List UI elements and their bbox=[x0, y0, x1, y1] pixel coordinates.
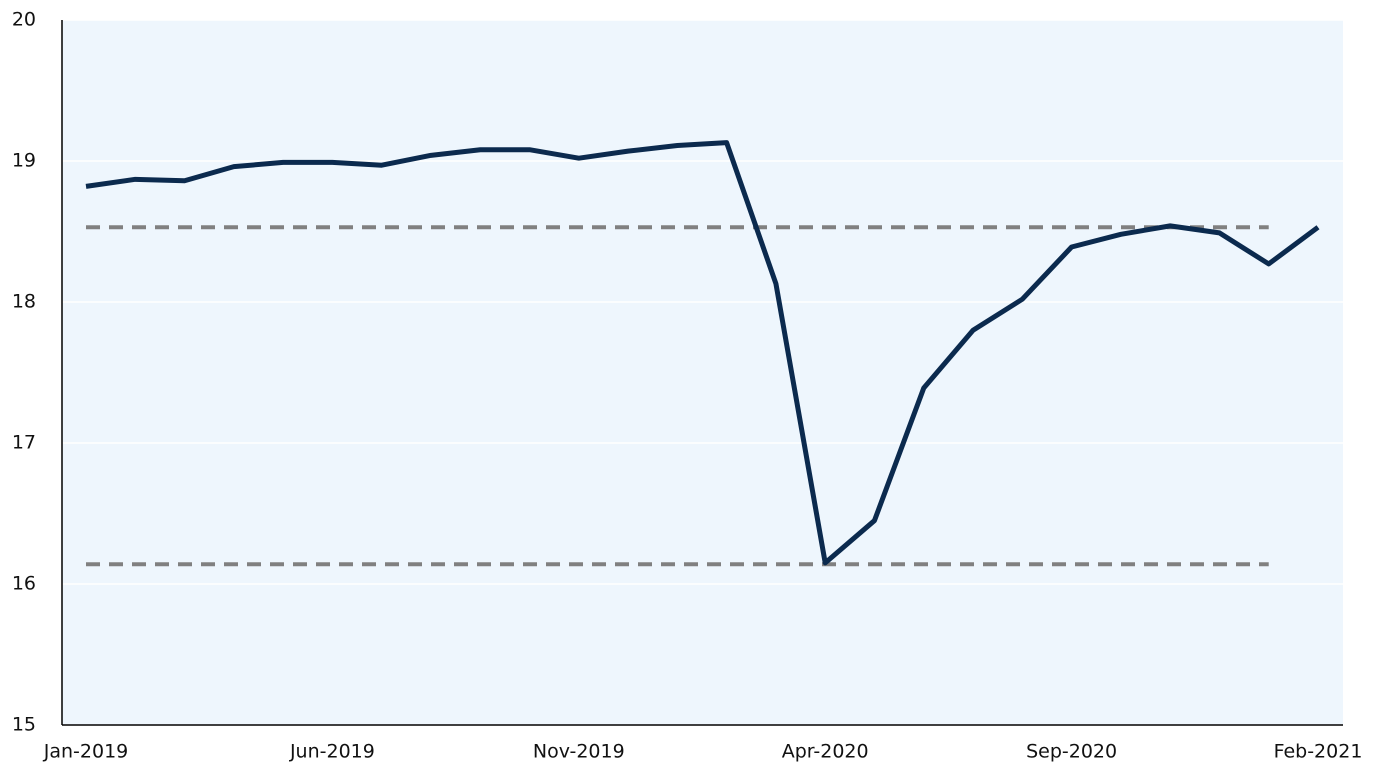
y-tick-label: 15 bbox=[12, 714, 36, 736]
x-tick-label: Jun-2019 bbox=[289, 741, 375, 763]
y-tick-label: 20 bbox=[12, 9, 36, 31]
y-tick-label: 16 bbox=[12, 573, 36, 595]
x-tick-label: Nov-2019 bbox=[533, 741, 625, 763]
data-line bbox=[85, 140, 1320, 566]
x-tick-label: Sep-2020 bbox=[1026, 741, 1117, 763]
y-tick-label: 17 bbox=[12, 432, 36, 454]
x-tick-label: Feb-2021 bbox=[1274, 741, 1363, 763]
y-tick-label: 19 bbox=[12, 150, 36, 172]
x-tick-label: Apr-2020 bbox=[782, 741, 869, 763]
x-tick-label: Jan-2019 bbox=[43, 741, 129, 763]
y-tick-label: 18 bbox=[12, 291, 36, 313]
plot-area bbox=[62, 20, 1343, 725]
